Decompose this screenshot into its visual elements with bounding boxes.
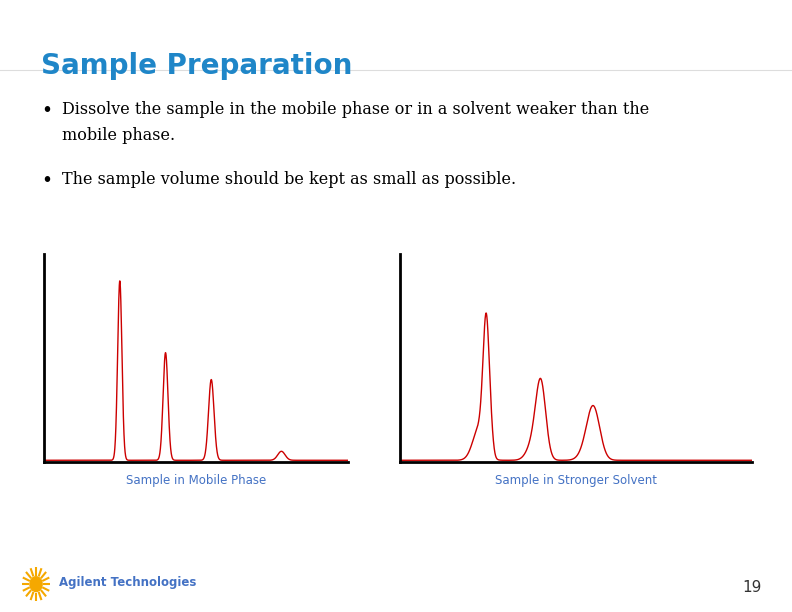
Text: The sample volume should be kept as small as possible.: The sample volume should be kept as smal…: [62, 171, 516, 188]
Text: Sample in Mobile Phase: Sample in Mobile Phase: [126, 474, 266, 487]
Text: •: •: [41, 101, 52, 120]
Text: Sample in Stronger Solvent: Sample in Stronger Solvent: [495, 474, 657, 487]
Text: •: •: [41, 171, 52, 190]
Text: Agilent Technologies: Agilent Technologies: [59, 576, 196, 589]
Text: Dissolve the sample in the mobile phase or in a solvent weaker than the: Dissolve the sample in the mobile phase …: [62, 101, 649, 118]
Circle shape: [30, 577, 42, 592]
Text: 19: 19: [743, 580, 762, 595]
Text: mobile phase.: mobile phase.: [62, 127, 175, 144]
Text: Sample Preparation: Sample Preparation: [41, 52, 352, 80]
